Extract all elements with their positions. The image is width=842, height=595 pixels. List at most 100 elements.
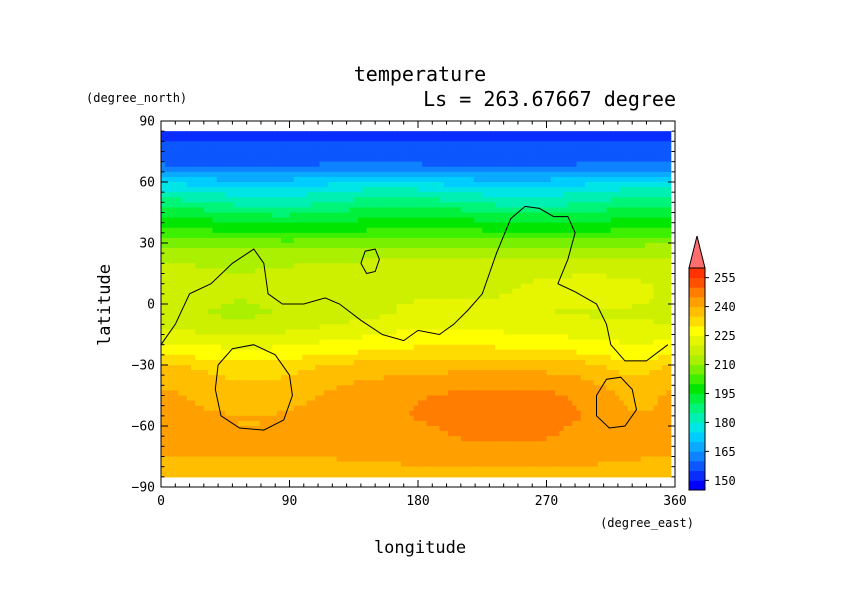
field-cell [165, 151, 171, 158]
field-cell [645, 217, 650, 224]
field-cell [405, 298, 411, 305]
field-cell [585, 156, 590, 163]
field-cell [246, 288, 252, 295]
field-cell [383, 227, 389, 234]
field-cell [276, 324, 282, 331]
field-cell [572, 329, 578, 336]
field-cell [208, 187, 213, 193]
field-cell [345, 293, 351, 300]
field-cell [542, 278, 548, 285]
field-cell [216, 156, 222, 163]
field-cell [580, 207, 586, 214]
field-cell [559, 192, 565, 198]
field-cell [238, 227, 243, 234]
field-cell [473, 278, 479, 285]
field-cell [653, 237, 659, 244]
field-cell [285, 339, 291, 346]
field-cell [542, 258, 548, 264]
field-cell [169, 176, 175, 183]
field-cell [276, 339, 282, 346]
field-cell [542, 329, 548, 336]
field-cell [623, 339, 629, 346]
field-cell [161, 197, 166, 203]
field-cell [302, 161, 308, 168]
field-cell [602, 273, 608, 280]
field-cell [216, 161, 222, 168]
field-cell [285, 243, 291, 249]
field-cell [525, 197, 530, 203]
field-cell [250, 268, 256, 275]
field-cell [306, 207, 312, 214]
field-cell [610, 212, 616, 219]
field-cell [490, 171, 496, 178]
field-cell [426, 339, 432, 346]
field-cell [645, 151, 650, 158]
field-cell [542, 156, 548, 163]
field-cell [293, 248, 299, 254]
field-cell [550, 253, 556, 259]
field-cell [169, 156, 175, 163]
field-cell [572, 309, 578, 315]
field-cell [233, 207, 239, 214]
field-cell [653, 258, 659, 264]
field-cell [306, 171, 312, 178]
field-cell [225, 263, 231, 270]
field-cell [173, 243, 179, 249]
field-cell [615, 161, 620, 168]
field-cell [512, 243, 518, 249]
field-cell [375, 293, 381, 300]
field-cell [246, 329, 252, 336]
field-cell [242, 171, 248, 178]
field-cell [473, 166, 479, 173]
field-cell [293, 273, 299, 280]
field-cell [546, 293, 552, 300]
field-cell [555, 278, 560, 285]
field-cell [430, 334, 436, 341]
field-cell [229, 319, 235, 325]
field-cell [388, 197, 393, 203]
field-cell [512, 136, 518, 142]
field-cell [161, 319, 166, 325]
field-cell [349, 166, 355, 173]
field-cell [212, 273, 218, 280]
field-cell [165, 324, 171, 331]
field-cell [653, 232, 659, 239]
field-cell [589, 222, 595, 229]
field-cell [220, 309, 226, 315]
field-cell [597, 324, 603, 331]
field-cell [619, 161, 625, 168]
field-cell [495, 243, 500, 249]
field-cell [666, 136, 672, 142]
field-cell [358, 136, 363, 142]
field-cell [268, 232, 273, 239]
field-cell [255, 156, 261, 163]
field-cell [400, 304, 406, 310]
field-cell [580, 329, 586, 336]
field-cell [161, 222, 166, 229]
field-cell [520, 222, 526, 229]
field-cell [255, 182, 261, 188]
field-cell [400, 319, 406, 325]
field-cell [422, 268, 428, 275]
field-cell [542, 192, 548, 198]
field-cell [182, 268, 188, 275]
field-cell [537, 192, 543, 198]
field-cell [203, 187, 209, 193]
field-cell [229, 176, 235, 183]
field-cell [546, 227, 552, 234]
field-cell [559, 141, 565, 148]
field-cell [400, 324, 406, 331]
field-cell [636, 268, 642, 275]
field-cell [366, 207, 372, 214]
field-cell [632, 182, 638, 188]
field-cell [426, 197, 432, 203]
field-cell [388, 288, 393, 295]
field-cell [358, 253, 363, 259]
field-cell [396, 314, 402, 320]
field-cell [161, 237, 166, 244]
field-cell [477, 232, 483, 239]
field-cell [250, 324, 256, 331]
field-cell [610, 161, 616, 168]
field-cell [610, 136, 616, 142]
field-cell [276, 283, 282, 290]
